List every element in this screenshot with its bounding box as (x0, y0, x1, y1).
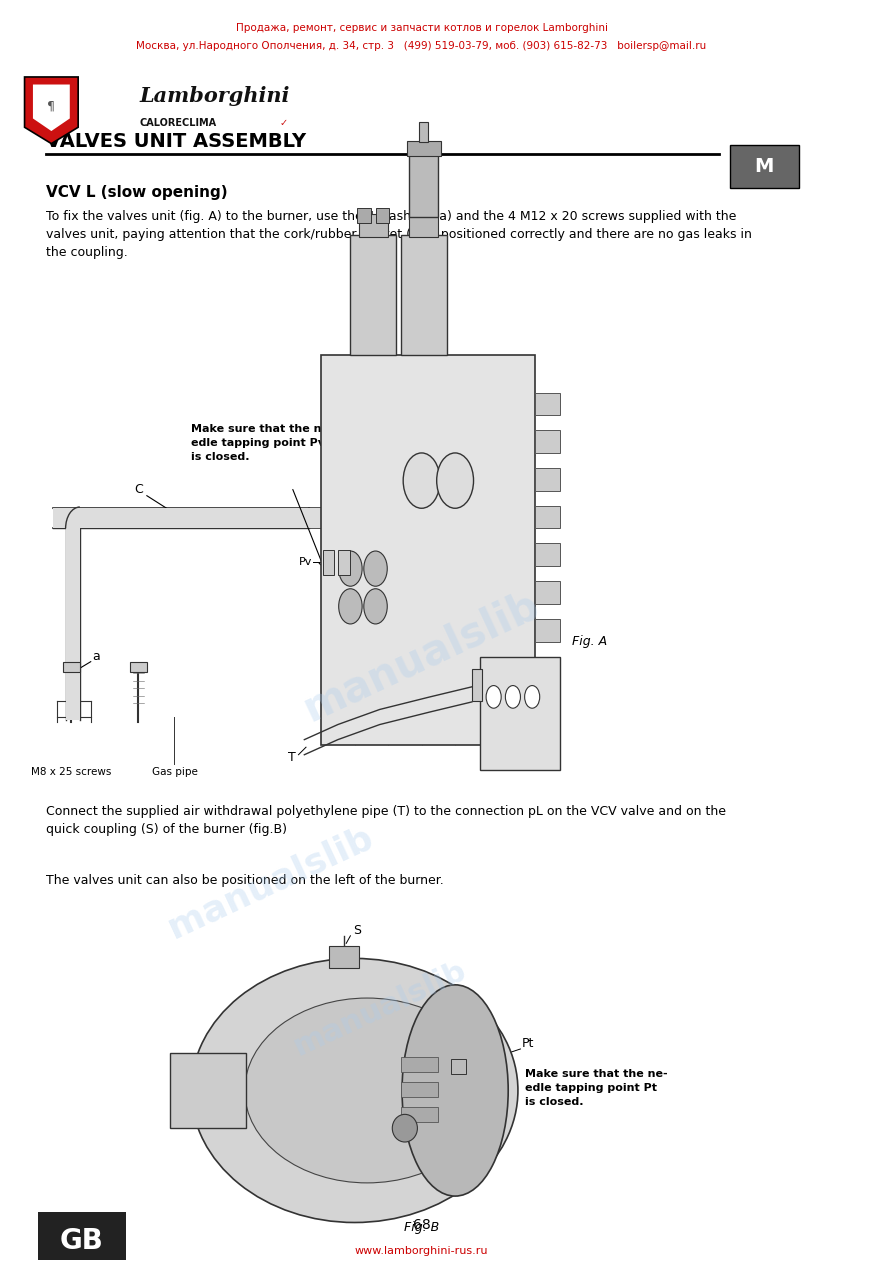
Text: Продажа, ремонт, сервис и запчасти котлов и горелок Lamborghini: Продажа, ремонт, сервис и запчасти котло… (236, 23, 607, 33)
FancyBboxPatch shape (730, 145, 798, 188)
Text: Gas pipe: Gas pipe (152, 768, 197, 777)
Text: Make sure that the ne-
edle tapping point Pv
is closed.: Make sure that the ne- edle tapping poin… (191, 424, 334, 462)
Text: To fix the valves unit (fig. A) to the burner, use the 4 washers (a) and the 4 M: To fix the valves unit (fig. A) to the b… (46, 210, 752, 259)
FancyBboxPatch shape (308, 508, 321, 528)
Text: Make sure that the ne-
edle tapping point Pt
is closed.: Make sure that the ne- edle tapping poin… (525, 1068, 667, 1108)
FancyBboxPatch shape (357, 207, 371, 222)
Ellipse shape (392, 1114, 417, 1142)
Polygon shape (24, 77, 79, 144)
FancyBboxPatch shape (359, 213, 388, 236)
FancyBboxPatch shape (409, 154, 438, 216)
FancyBboxPatch shape (53, 508, 308, 528)
Text: Fig. B: Fig. B (404, 1221, 439, 1234)
Text: Москва, ул.Народного Ополчения, д. 34, стр. 3   (499) 519-03-79, моб. (903) 615-: Москва, ул.Народного Ополчения, д. 34, с… (137, 40, 706, 51)
Circle shape (525, 686, 539, 709)
FancyBboxPatch shape (451, 1060, 466, 1074)
FancyBboxPatch shape (321, 355, 535, 745)
Text: Fig. A: Fig. A (572, 635, 607, 648)
Text: ¶: ¶ (47, 100, 55, 112)
Text: CALORECLIMA: CALORECLIMA (139, 119, 216, 129)
FancyBboxPatch shape (401, 1057, 438, 1071)
FancyBboxPatch shape (350, 235, 396, 355)
Circle shape (403, 453, 440, 508)
FancyBboxPatch shape (535, 581, 560, 604)
Text: M: M (755, 157, 774, 176)
Text: T: T (288, 750, 296, 764)
Circle shape (363, 551, 388, 586)
FancyBboxPatch shape (480, 657, 560, 770)
Text: GB: GB (60, 1228, 104, 1255)
FancyBboxPatch shape (535, 431, 560, 453)
FancyBboxPatch shape (535, 469, 560, 490)
Text: The valves unit can also be positioned on the left of the burner.: The valves unit can also be positioned o… (46, 874, 444, 887)
Text: 68: 68 (413, 1218, 430, 1231)
Circle shape (486, 686, 501, 709)
FancyBboxPatch shape (376, 207, 389, 222)
FancyBboxPatch shape (401, 1081, 438, 1096)
Text: Connect the supplied air withdrawal polyethylene pipe (T) to the connection pL o: Connect the supplied air withdrawal poly… (46, 805, 726, 836)
Text: ✓: ✓ (280, 119, 288, 129)
FancyBboxPatch shape (472, 669, 482, 701)
Text: C: C (134, 482, 143, 496)
Text: VCV L (slow opening): VCV L (slow opening) (46, 186, 228, 200)
FancyBboxPatch shape (535, 543, 560, 566)
FancyBboxPatch shape (406, 141, 441, 157)
Text: VALVES UNIT ASSEMBLY: VALVES UNIT ASSEMBLY (46, 133, 306, 152)
Text: www.lamborghini-rus.ru: www.lamborghini-rus.ru (355, 1247, 488, 1257)
Text: manualslib: manualslib (163, 821, 379, 946)
FancyBboxPatch shape (65, 528, 79, 720)
FancyBboxPatch shape (535, 619, 560, 642)
Circle shape (338, 589, 363, 624)
Text: Pv: Pv (299, 557, 313, 567)
Polygon shape (33, 85, 70, 131)
FancyBboxPatch shape (401, 235, 446, 355)
FancyBboxPatch shape (38, 1212, 126, 1263)
FancyBboxPatch shape (535, 393, 560, 416)
FancyBboxPatch shape (63, 662, 79, 672)
FancyBboxPatch shape (535, 695, 560, 717)
Circle shape (437, 453, 473, 508)
FancyBboxPatch shape (419, 123, 429, 143)
Circle shape (505, 686, 521, 709)
FancyBboxPatch shape (130, 662, 146, 672)
FancyBboxPatch shape (338, 549, 349, 575)
Ellipse shape (191, 959, 518, 1223)
Ellipse shape (402, 985, 508, 1196)
Text: manualslib: manualslib (296, 584, 547, 730)
Text: Pt: Pt (522, 1037, 535, 1051)
FancyBboxPatch shape (535, 657, 560, 679)
FancyBboxPatch shape (409, 213, 438, 236)
FancyBboxPatch shape (401, 1106, 438, 1122)
FancyBboxPatch shape (330, 946, 359, 969)
Circle shape (338, 551, 363, 586)
Text: pL: pL (396, 658, 410, 668)
FancyBboxPatch shape (171, 1053, 246, 1128)
Text: manualslib: manualslib (288, 956, 471, 1061)
Text: S: S (353, 925, 361, 937)
Ellipse shape (245, 998, 489, 1183)
Text: a: a (93, 650, 101, 663)
Circle shape (363, 589, 388, 624)
Text: M8 x 25 screws: M8 x 25 screws (31, 768, 112, 777)
Text: Lamborghini: Lamborghini (139, 86, 289, 106)
FancyBboxPatch shape (322, 549, 335, 575)
FancyBboxPatch shape (535, 505, 560, 528)
